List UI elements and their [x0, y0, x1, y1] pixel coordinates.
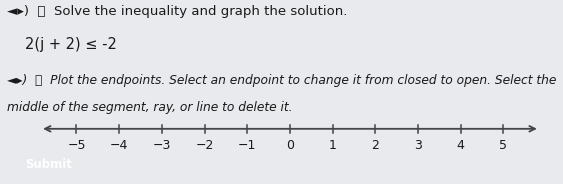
Text: −4: −4	[110, 139, 128, 152]
Text: 2(j + 2) ≤ -2: 2(j + 2) ≤ -2	[25, 37, 117, 52]
Text: −5: −5	[67, 139, 86, 152]
Text: Submit: Submit	[25, 158, 73, 171]
Text: 0: 0	[286, 139, 294, 152]
Text: 1: 1	[329, 139, 337, 152]
Text: −2: −2	[195, 139, 214, 152]
Text: −1: −1	[238, 139, 256, 152]
Text: 4: 4	[457, 139, 464, 152]
Text: 2: 2	[372, 139, 379, 152]
Text: 5: 5	[499, 139, 507, 152]
Text: ◄▸)  🔀  Solve the inequality and graph the solution.: ◄▸) 🔀 Solve the inequality and graph the…	[7, 5, 347, 18]
Text: middle of the segment, ray, or line to delete it.: middle of the segment, ray, or line to d…	[7, 101, 292, 114]
Text: 3: 3	[414, 139, 422, 152]
Text: −3: −3	[153, 139, 171, 152]
Text: ◄▸)  🔀  Plot the endpoints. Select an endpoint to change it from closed to open.: ◄▸) 🔀 Plot the endpoints. Select an endp…	[7, 74, 556, 87]
